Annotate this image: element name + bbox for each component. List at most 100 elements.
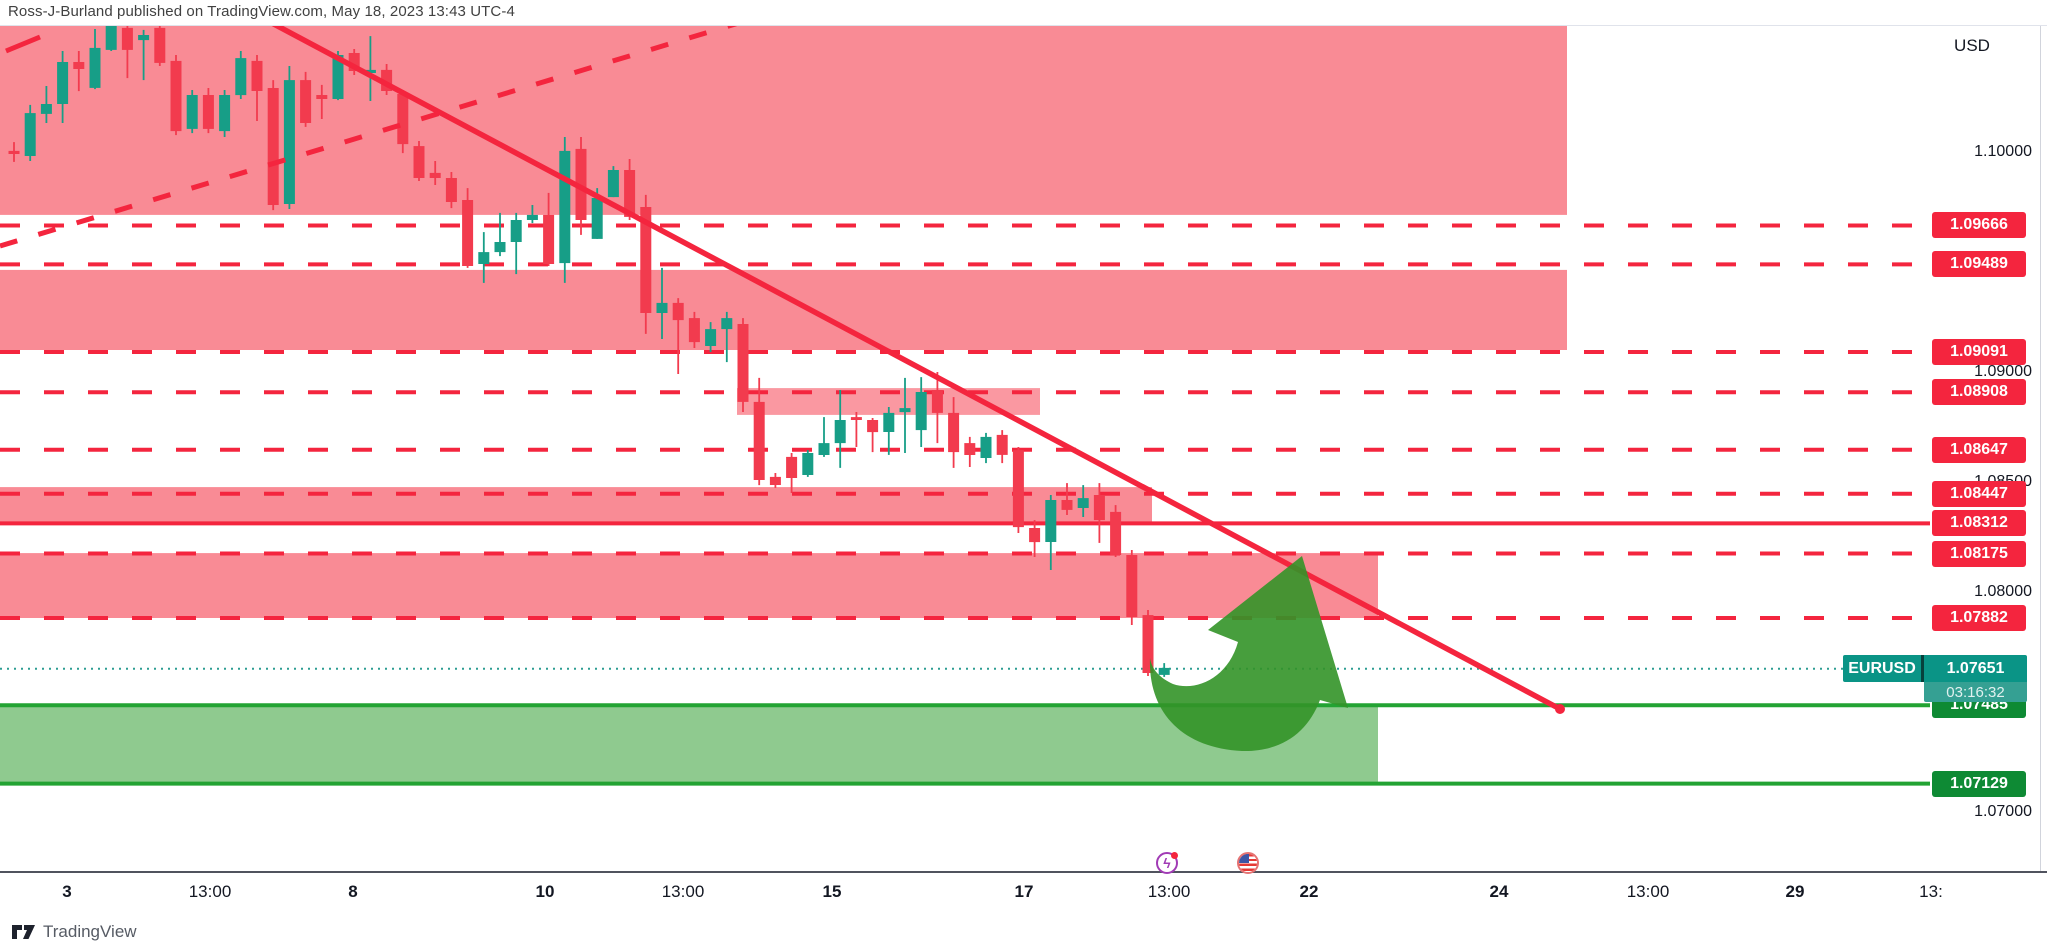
horizontal-levels[interactable] bbox=[0, 223, 1930, 786]
tradingview-logo-icon bbox=[12, 925, 35, 939]
demand-zone-green bbox=[0, 705, 1378, 783]
time-axis-label: 15 bbox=[822, 882, 842, 901]
candle-up bbox=[883, 407, 895, 455]
candle-down bbox=[931, 372, 943, 444]
candle-down bbox=[624, 159, 636, 220]
level-price-label: 1.09666 bbox=[1932, 212, 2026, 238]
current-price-value: 1.07651 bbox=[1924, 655, 2027, 682]
level-price-label: 1.07882 bbox=[1932, 605, 2026, 631]
candle-down bbox=[1012, 447, 1024, 533]
price-axis-label: 1.10000 bbox=[1974, 143, 2032, 160]
time-axis-label: 13:00 bbox=[188, 882, 232, 901]
descending-trendline bbox=[271, 26, 1562, 712]
time-axis-label: 13:00 bbox=[661, 882, 705, 901]
candle-down bbox=[445, 172, 457, 209]
candle-down bbox=[688, 311, 700, 348]
candle-down bbox=[429, 161, 441, 185]
candle-down bbox=[640, 194, 652, 334]
candle-up bbox=[235, 51, 247, 99]
symbol-ticker-label: EURUSD bbox=[1843, 655, 1921, 682]
candle-up bbox=[105, 26, 117, 51]
candle-down bbox=[948, 397, 960, 468]
candle-down bbox=[73, 51, 85, 92]
candle-up bbox=[802, 450, 814, 477]
candle-down bbox=[316, 84, 328, 119]
price-axis-label: 1.08000 bbox=[1974, 583, 2032, 600]
candle-down bbox=[1110, 505, 1122, 557]
candle-up bbox=[607, 166, 619, 198]
economic-event-icon[interactable]: ϟ bbox=[1156, 852, 1178, 874]
candle-down bbox=[850, 412, 862, 447]
candle-up bbox=[57, 51, 69, 123]
time-axis-label: 13:00 bbox=[1626, 882, 1670, 901]
candle-down bbox=[413, 141, 425, 181]
candle-down bbox=[1029, 520, 1041, 557]
candle-down bbox=[672, 298, 684, 374]
candle-up bbox=[494, 212, 506, 257]
time-axis-label: 13:00 bbox=[1147, 882, 1191, 901]
tradingview-logo[interactable]: TradingView bbox=[12, 922, 137, 942]
price-axis-border bbox=[2040, 26, 2041, 872]
candle-up bbox=[40, 86, 52, 123]
current-price-label: EURUSD 1.07651 03:16:32 bbox=[1843, 655, 2027, 702]
candle-down bbox=[121, 26, 133, 79]
us-flag-icon[interactable] bbox=[1237, 852, 1259, 874]
supply-zone-top bbox=[0, 26, 1567, 215]
candle-down bbox=[769, 473, 781, 488]
candle-up bbox=[89, 29, 101, 90]
level-price-label: 1.08908 bbox=[1932, 379, 2026, 405]
level-price-label: 1.09489 bbox=[1932, 251, 2026, 277]
candle-up bbox=[1158, 663, 1170, 677]
candle-up bbox=[980, 432, 992, 464]
time-axis-border bbox=[0, 871, 2047, 873]
candle-up bbox=[1045, 495, 1057, 570]
candle-down bbox=[397, 90, 409, 154]
level-price-label: 1.08312 bbox=[1932, 510, 2026, 536]
level-price-label: 1.08447 bbox=[1932, 481, 2026, 507]
supply-zone-4 bbox=[0, 553, 1378, 618]
candle-down bbox=[753, 377, 765, 486]
candle-up bbox=[818, 417, 830, 457]
trendlines[interactable] bbox=[0, 22, 1565, 714]
candle-up bbox=[834, 390, 846, 468]
candle-down bbox=[202, 88, 214, 134]
candle-down bbox=[543, 192, 555, 266]
corner-dash bbox=[5, 34, 41, 54]
candle-down bbox=[348, 49, 360, 75]
candle-down bbox=[170, 55, 182, 136]
candle-down bbox=[1093, 483, 1105, 543]
candle-up bbox=[526, 205, 538, 224]
supply-zone-2 bbox=[0, 269, 1567, 350]
candle-down bbox=[1142, 610, 1154, 676]
candle-down bbox=[8, 142, 20, 162]
green-curved-arrow[interactable] bbox=[1149, 556, 1348, 752]
candle-up bbox=[510, 212, 522, 275]
candle-down bbox=[381, 64, 393, 95]
time-axis-label: 3 bbox=[62, 882, 72, 901]
time-axis-label: 13: bbox=[1919, 882, 1943, 901]
candle-down bbox=[154, 26, 166, 66]
candle-up bbox=[899, 377, 911, 453]
candle-up bbox=[721, 311, 733, 363]
level-price-label: 1.09091 bbox=[1932, 339, 2026, 365]
candle-down bbox=[786, 453, 798, 493]
candle-up bbox=[478, 232, 490, 283]
level-price-label: 1.07129 bbox=[1932, 771, 2026, 797]
candle-down bbox=[867, 418, 879, 453]
candle-up bbox=[283, 66, 295, 209]
candlestick-series[interactable] bbox=[8, 22, 1170, 677]
publication-header: Ross-J-Burland published on TradingView.… bbox=[8, 3, 515, 20]
tradingview-logo-text: TradingView bbox=[43, 922, 137, 941]
candle-up bbox=[656, 267, 668, 339]
candle-down bbox=[737, 318, 749, 412]
bar-close-countdown: 03:16:32 bbox=[1924, 682, 2027, 702]
time-axis-label: 17 bbox=[1014, 882, 1034, 901]
candle-down bbox=[251, 55, 263, 121]
time-axis-label: 24 bbox=[1489, 882, 1509, 901]
candle-up bbox=[1077, 485, 1089, 517]
ascending-trendline bbox=[0, 26, 738, 249]
candle-down bbox=[267, 80, 279, 211]
candle-down bbox=[1126, 550, 1138, 625]
